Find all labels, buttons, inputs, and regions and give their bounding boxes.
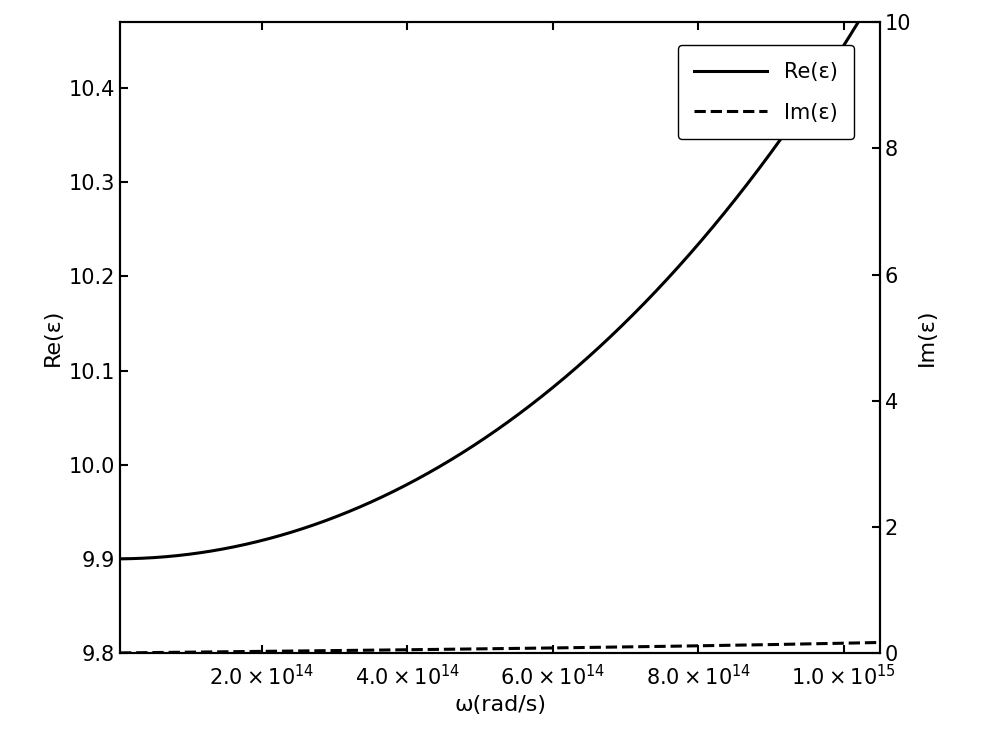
Im(ε) bbox=[114, 649, 126, 657]
Re(ε) bbox=[438, 459, 450, 468]
Y-axis label: Im(ε): Im(ε) bbox=[917, 309, 937, 367]
Im(ε) bbox=[405, 646, 417, 654]
Re(ε) bbox=[777, 131, 789, 140]
Re(ε) bbox=[201, 548, 213, 556]
Y-axis label: Re(ε): Re(ε) bbox=[43, 309, 63, 367]
Im(ε) bbox=[874, 638, 886, 647]
Im(ε) bbox=[246, 647, 258, 656]
Re(ε) bbox=[859, 7, 871, 16]
X-axis label: ω(rad/s): ω(rad/s) bbox=[454, 695, 546, 715]
Im(ε) bbox=[859, 638, 871, 647]
Line: Im(ε): Im(ε) bbox=[120, 643, 880, 653]
Im(ε) bbox=[777, 640, 789, 649]
Line: Re(ε): Re(ε) bbox=[120, 0, 880, 559]
Im(ε) bbox=[201, 648, 213, 657]
Re(ε) bbox=[114, 554, 126, 563]
Im(ε) bbox=[438, 645, 450, 654]
Re(ε) bbox=[246, 539, 258, 548]
Re(ε) bbox=[405, 478, 417, 487]
Legend: Re(ε), Im(ε): Re(ε), Im(ε) bbox=[678, 45, 854, 139]
